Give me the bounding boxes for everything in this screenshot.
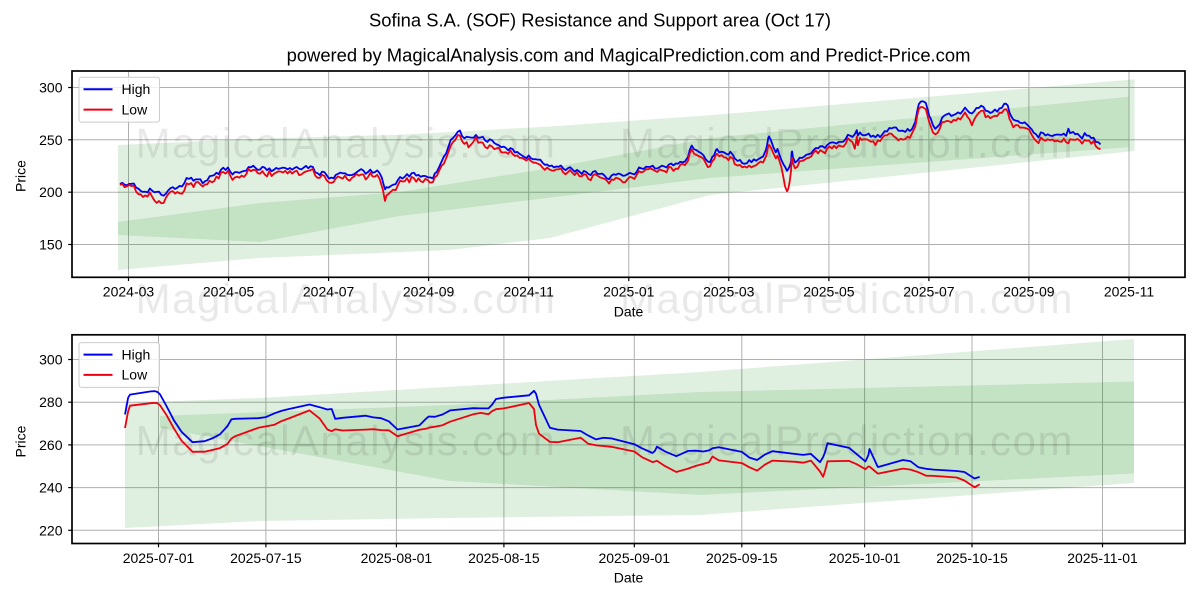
svg-text:High: High xyxy=(122,81,151,97)
svg-text:2024-05: 2024-05 xyxy=(203,284,255,300)
svg-text:300: 300 xyxy=(39,80,63,96)
svg-text:2025-08-01: 2025-08-01 xyxy=(361,550,433,566)
svg-text:220: 220 xyxy=(39,522,63,538)
svg-text:Date: Date xyxy=(614,570,644,586)
svg-text:MagicalAnalysis.com: MagicalAnalysis.com xyxy=(136,120,557,167)
svg-text:2025-03: 2025-03 xyxy=(703,284,755,300)
svg-text:300: 300 xyxy=(39,352,63,368)
svg-text:High: High xyxy=(122,346,151,362)
svg-text:Price: Price xyxy=(13,160,29,192)
svg-text:2025-11-01: 2025-11-01 xyxy=(1067,550,1138,566)
svg-text:MagicalPrediction.com: MagicalPrediction.com xyxy=(620,417,1074,464)
svg-text:2024-11: 2024-11 xyxy=(504,284,555,300)
svg-text:2025-11: 2025-11 xyxy=(1104,284,1155,300)
svg-text:200: 200 xyxy=(39,184,63,200)
svg-text:260: 260 xyxy=(39,437,63,453)
svg-text:MagicalPrediction.com: MagicalPrediction.com xyxy=(620,275,1074,322)
svg-text:Price: Price xyxy=(13,425,29,457)
svg-text:2025-08-15: 2025-08-15 xyxy=(468,550,540,566)
svg-text:2025-09-01: 2025-09-01 xyxy=(598,550,670,566)
svg-text:2024-03: 2024-03 xyxy=(103,284,155,300)
svg-text:2025-09: 2025-09 xyxy=(1003,284,1055,300)
svg-text:250: 250 xyxy=(39,132,63,148)
svg-text:2024-09: 2024-09 xyxy=(403,284,455,300)
svg-text:Sofina S.A. (SOF) Resistance a: Sofina S.A. (SOF) Resistance and Support… xyxy=(369,10,831,31)
svg-text:Date: Date xyxy=(614,304,644,320)
svg-text:MagicalAnalysis.com: MagicalAnalysis.com xyxy=(136,275,557,322)
svg-text:150: 150 xyxy=(39,237,63,253)
svg-text:240: 240 xyxy=(39,480,63,496)
svg-text:2025-07: 2025-07 xyxy=(903,284,955,300)
svg-text:MagicalAnalysis.com: MagicalAnalysis.com xyxy=(136,417,557,464)
svg-text:powered by MagicalAnalysis.com: powered by MagicalAnalysis.com and Magic… xyxy=(287,45,971,66)
svg-text:2024-07: 2024-07 xyxy=(303,284,355,300)
svg-text:2025-07-15: 2025-07-15 xyxy=(230,550,302,566)
svg-text:2025-01: 2025-01 xyxy=(603,284,655,300)
svg-text:2025-10-15: 2025-10-15 xyxy=(936,550,1008,566)
svg-text:2025-10-01: 2025-10-01 xyxy=(829,550,901,566)
svg-text:280: 280 xyxy=(39,394,63,410)
svg-text:Low: Low xyxy=(122,367,149,383)
svg-text:2025-07-01: 2025-07-01 xyxy=(123,550,195,566)
svg-text:2025-09-15: 2025-09-15 xyxy=(706,550,778,566)
svg-text:2025-05: 2025-05 xyxy=(803,284,855,300)
svg-text:Low: Low xyxy=(122,101,149,117)
